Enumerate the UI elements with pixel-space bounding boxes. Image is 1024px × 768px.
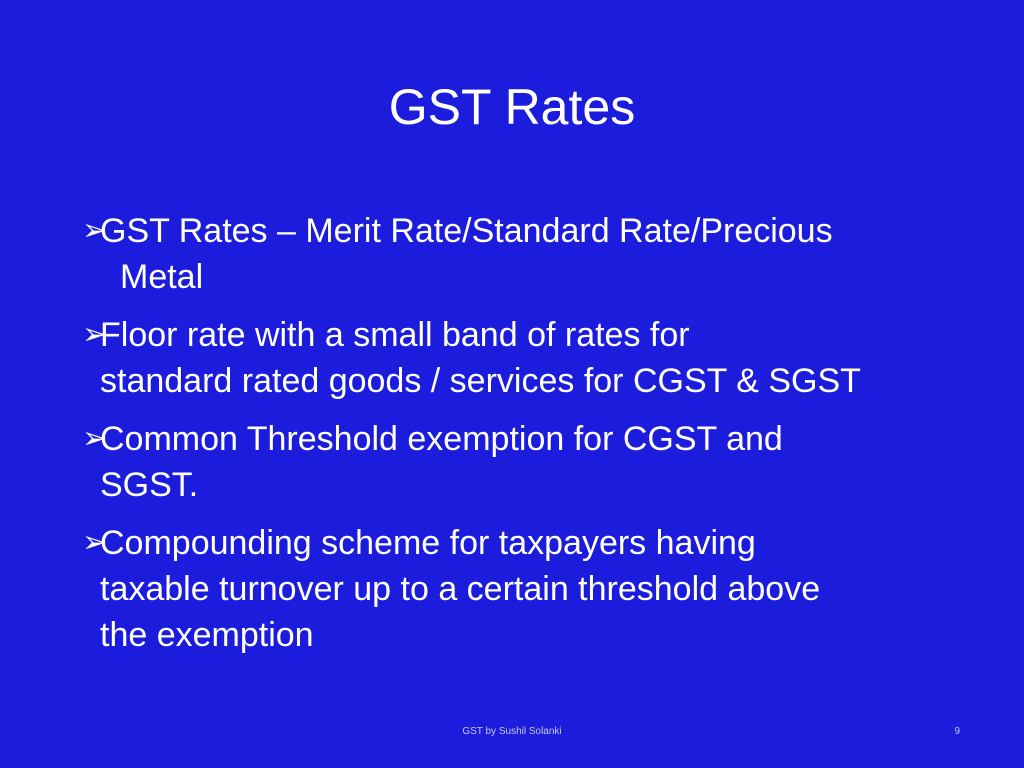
bullet-line: standard rated goods / services for CGST… — [100, 362, 861, 400]
bullet-list: ➢ GST Rates – Merit Rate/Standard Rate/P… — [78, 208, 958, 670]
slide-footer: GST by Sushil Solanki — [462, 726, 562, 737]
arrow-bullet-icon: ➢ — [82, 214, 108, 247]
bullet-line: Common Threshold exemption for CGST and — [100, 420, 783, 458]
bullet-line: the exemption — [100, 616, 314, 654]
arrow-bullet-icon: ➢ — [82, 422, 108, 455]
bullet-item: ➢ GST Rates – Merit Rate/Standard Rate/P… — [78, 208, 958, 300]
bullet-item: ➢ Floor rate with a small band of rates … — [78, 312, 958, 404]
bullet-text: GST Rates – Merit Rate/Standard Rate/Pre… — [100, 208, 958, 300]
arrow-bullet-icon: ➢ — [82, 526, 108, 559]
bullet-text: Common Threshold exemption for CGST and … — [100, 416, 958, 508]
bullet-line: Floor rate with a small band of rates fo… — [100, 316, 690, 354]
slide-title-part1: GST — [388, 79, 491, 135]
arrow-bullet-icon: ➢ — [82, 318, 108, 351]
page-number: 9 — [954, 726, 960, 737]
bullet-line: SGST. — [100, 466, 199, 504]
slide-title-part2: Rates — [504, 79, 636, 135]
bullet-item: ➢ Compounding scheme for taxpayers havin… — [78, 520, 958, 658]
slide-title: GST Rates — [0, 80, 1024, 135]
bullet-item: ➢ Common Threshold exemption for CGST an… — [78, 416, 958, 508]
bullet-line: GST Rates – Merit Rate/Standard Rate/Pre… — [100, 212, 833, 250]
bullet-text: Floor rate with a small band of rates fo… — [100, 312, 958, 404]
bullet-line: taxable turnover up to a certain thresho… — [100, 570, 821, 608]
bullet-text: Compounding scheme for taxpayers having … — [100, 520, 958, 658]
bullet-line: Metal — [120, 258, 204, 296]
bullet-line: Compounding scheme for taxpayers having — [100, 524, 756, 562]
